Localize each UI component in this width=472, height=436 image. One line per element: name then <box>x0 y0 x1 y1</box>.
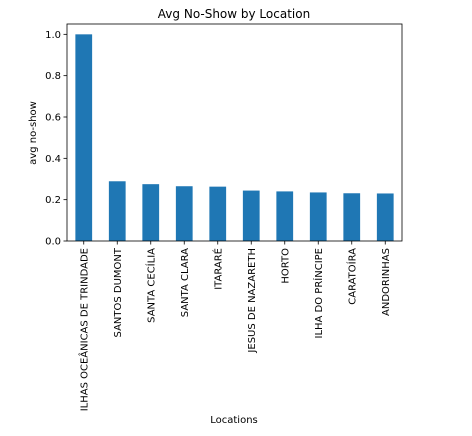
bar-1 <box>108 181 126 241</box>
bar-8 <box>343 193 361 241</box>
y-tick-label-3: 0.6 <box>45 113 61 124</box>
x-tick-label-9: ANDORINHAS <box>381 248 392 316</box>
x-tick-label-6: HORTO <box>280 248 291 284</box>
x-axis: ILHAS OCEÂNICAS DE TRINDADE SANTOS DUMONT… <box>77 241 392 411</box>
plot-frame <box>66 23 403 242</box>
bar-7 <box>309 192 327 241</box>
bar-0 <box>75 34 93 242</box>
y-tick-label-5: 1.0 <box>45 30 61 41</box>
x-tick-label-4: ITARARÉ <box>211 248 224 290</box>
y-tick-label-4: 0.8 <box>45 71 61 82</box>
y-tick-label-0: 0.0 <box>45 237 61 248</box>
bar-5 <box>242 190 260 241</box>
x-tick-label-7: ILHA DO PRÍNCIPE <box>312 248 325 339</box>
y-axis: 0.0 0.2 0.4 0.6 0.8 1.0 <box>45 30 67 248</box>
bars-group <box>75 34 394 242</box>
x-tick-label-2: SANTA CECÍLIA <box>144 248 157 323</box>
bar-3 <box>175 186 193 241</box>
bar-4 <box>209 186 227 241</box>
x-tick-label-5: JESUS DE NAZARETH <box>247 248 258 354</box>
x-tick-label-8: CARATOÍRA <box>345 248 358 305</box>
x-tick-label-1: SANTOS DUMONT <box>113 247 124 337</box>
y-tick-label-1: 0.2 <box>45 195 61 206</box>
y-axis-label: avg no-show <box>28 101 39 165</box>
x-tick-label-0: ILHAS OCEÂNICAS DE TRINDADE <box>77 248 90 411</box>
bar-2 <box>142 184 160 241</box>
bar-9 <box>376 193 394 241</box>
y-tick-label-2: 0.4 <box>45 154 61 165</box>
chart-title: Avg No-Show by Location <box>158 7 310 21</box>
bar-6 <box>276 191 294 241</box>
x-axis-label: Locations <box>210 415 258 426</box>
x-tick-label-3: SANTA CLARA <box>180 248 191 317</box>
